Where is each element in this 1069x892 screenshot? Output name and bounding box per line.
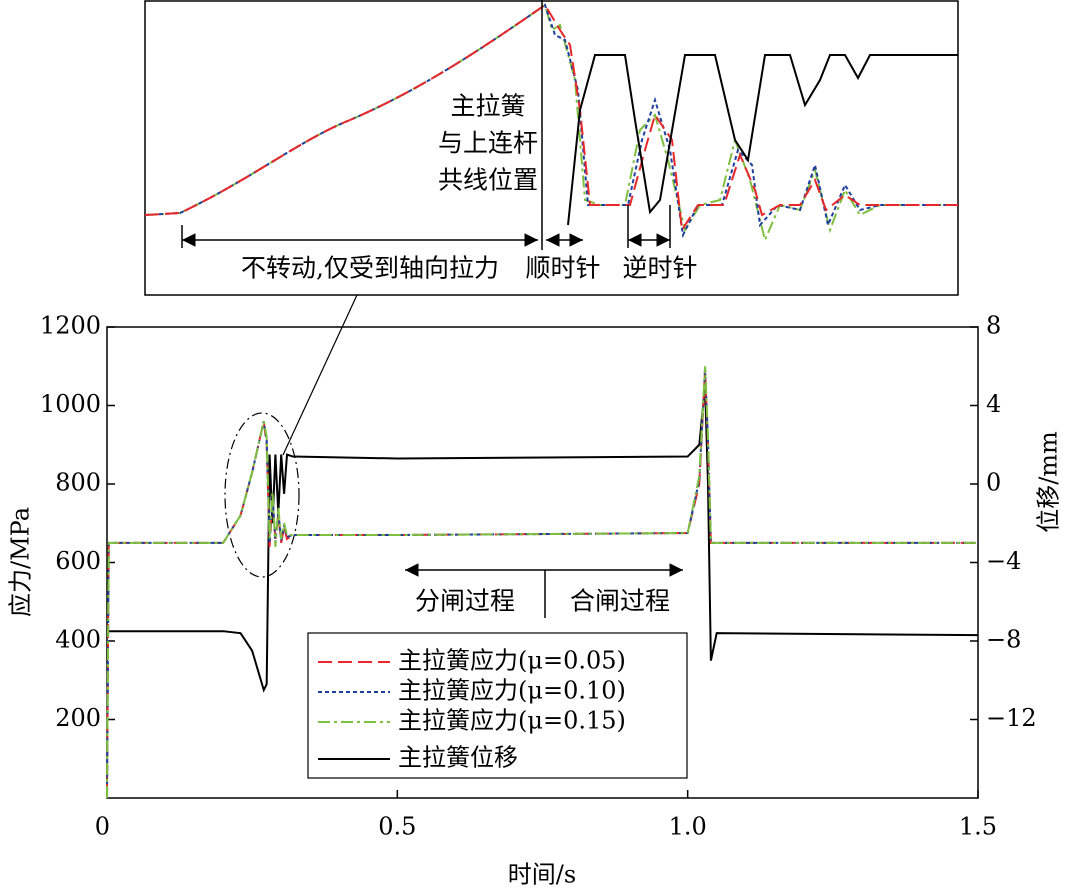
x-tick-label: 0 [95,813,110,841]
y-tick-label: 1000 [40,390,101,418]
y-axis-label: 应力/MPa [7,507,35,617]
y-tick-label: 800 [55,469,101,497]
inset-curve [567,54,958,226]
y-tick-label: 400 [55,626,101,654]
legend-label: 主拉簧应力(μ=0.05) [398,647,626,675]
annotation: 顺时针 [525,254,600,283]
x-axis-label: 时间/s [508,861,576,889]
inset-frame [144,0,959,296]
legend-label: 主拉簧应力(μ=0.10) [398,677,626,705]
legend-label: 主拉簧位移 [398,744,518,772]
legend-label: 主拉簧应力(μ=0.15) [398,707,626,735]
annotation: 不转动,仅受到轴向拉力 [241,254,499,283]
inset-curves [144,3,958,244]
inset-curve [144,3,958,233]
y2-tick-label: 0 [986,469,1001,497]
y-tick-label: 200 [55,704,101,732]
annotation: 合闸过程 [570,587,670,616]
x-tick-label: 0.5 [378,813,416,841]
annotation: 逆时针 [622,254,697,283]
y-tick-label: 1200 [40,312,101,340]
annotation: 分闸过程 [415,587,515,616]
series-line [106,366,978,799]
y2-axis-label: 位移/mm [1035,431,1063,533]
y-tick-label: 600 [55,547,101,575]
y2-tick-label: −4 [986,547,1021,575]
x-tick-label: 1.0 [669,813,707,841]
x-tick-label: 1.5 [959,813,997,841]
y2-tick-label: −12 [986,704,1037,732]
annotation: 主拉簧 [450,92,525,121]
annotation: 共线位置 [438,166,538,195]
y2-tick-label: 8 [986,312,1001,340]
legend-frame [307,632,688,779]
callout-line [282,294,358,456]
y2-tick-label: −8 [986,626,1021,654]
y2-tick-label: 4 [986,390,1001,418]
zoom-ellipse [224,412,300,578]
annotation: 与上连杆 [438,129,538,158]
